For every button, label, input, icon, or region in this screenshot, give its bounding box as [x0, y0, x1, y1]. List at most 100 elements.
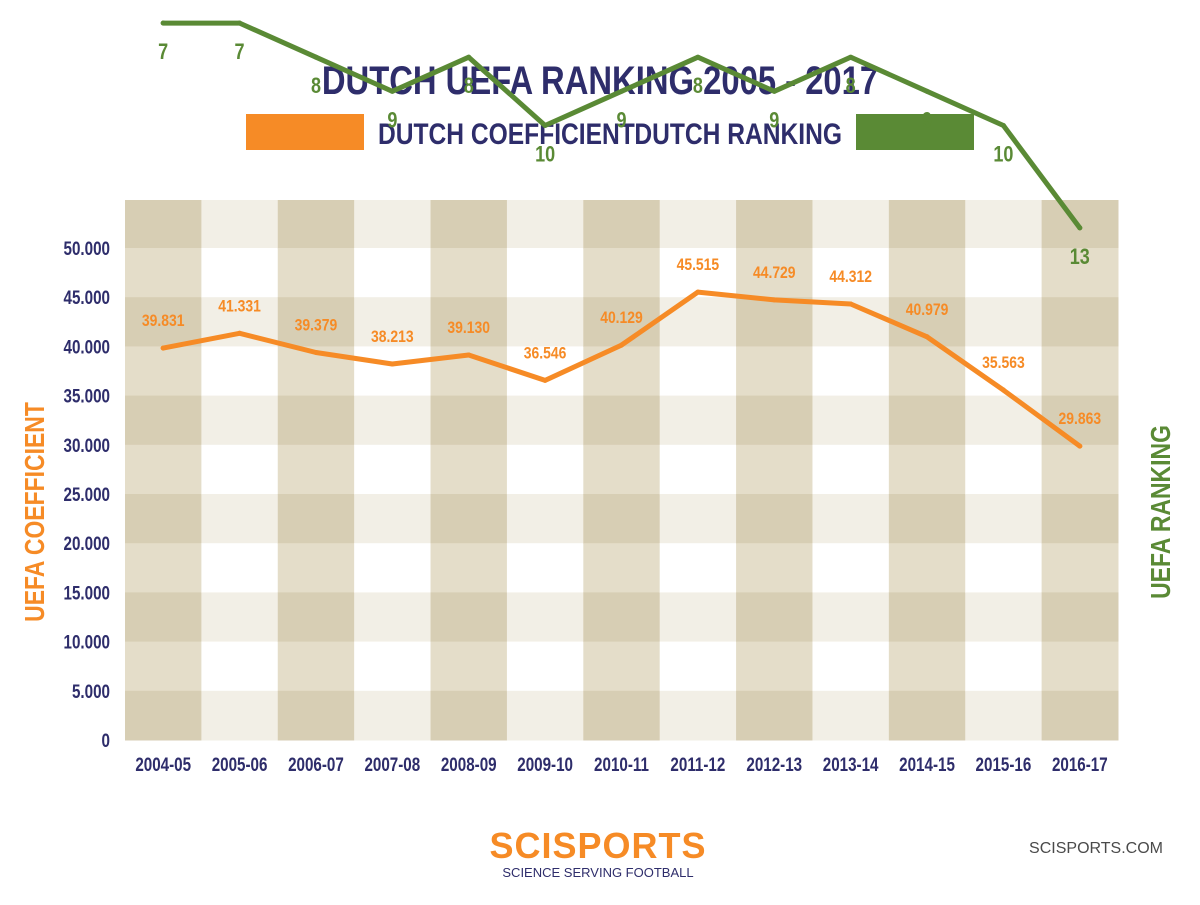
grid-cell: [965, 543, 1043, 593]
grid-cell: [1041, 494, 1119, 544]
data-point-coefficient: [771, 297, 777, 303]
grid-cell: [659, 592, 737, 643]
grid-cell: [430, 395, 508, 446]
grid-cell: [354, 592, 432, 643]
grid-cell: [888, 543, 966, 593]
grid-cell: [354, 543, 432, 593]
grid-cell: [888, 395, 966, 446]
grid-cell: [201, 690, 279, 741]
data-point-ranking: [466, 54, 472, 60]
grid-cell: [277, 297, 355, 347]
data-label-ranking: 13: [1070, 245, 1090, 269]
grid-cell: [430, 592, 508, 643]
legend-label-ranking: DUTCH RANKING: [634, 117, 842, 151]
data-point-coefficient: [313, 350, 319, 356]
grid-cell: [354, 690, 432, 741]
data-point-ranking: [313, 54, 319, 60]
data-point-ranking: [237, 20, 243, 26]
data-label-coefficient: 36.546: [524, 344, 567, 363]
data-label-ranking: 9: [769, 109, 779, 133]
grid-cell: [277, 543, 355, 593]
grid-cell: [659, 543, 737, 593]
grid-cell: [430, 690, 508, 741]
y-tick-label: 30.000: [64, 434, 110, 456]
x-tick-label: 2009-10: [517, 753, 573, 775]
data-point-ranking: [771, 88, 777, 94]
grid-cell: [201, 543, 279, 593]
grid-cell: [583, 641, 661, 692]
grid-cell: [583, 690, 661, 741]
grid-cell: [354, 297, 432, 347]
grid-cell: [965, 200, 1043, 249]
data-point-coefficient: [237, 330, 243, 336]
grid-cell: [125, 592, 202, 643]
grid-cell: [659, 444, 737, 495]
data-point-coefficient: [389, 361, 395, 367]
data-label-coefficient: 44.312: [829, 268, 872, 287]
grid-cell: [583, 592, 661, 643]
y-tick-label: 0: [102, 729, 110, 751]
grid-cell: [201, 444, 279, 495]
y-tick-label: 40.000: [64, 336, 110, 358]
grid-cell: [888, 200, 966, 249]
grid-cell: [888, 690, 966, 741]
grid-cell: [354, 346, 432, 397]
grid-cell: [736, 346, 813, 397]
grid-cell: [354, 200, 432, 249]
grid-cell: [812, 248, 890, 298]
grid-cell: [965, 248, 1043, 298]
grid-cell: [506, 248, 584, 298]
grid-cell: [736, 297, 813, 347]
y-tick-label: 45.000: [64, 287, 110, 309]
grid-cell: [354, 395, 432, 446]
data-point-ranking: [389, 88, 395, 94]
footer-website: SCISPORTS.COM: [1029, 840, 1163, 857]
data-label-ranking: 10: [993, 143, 1013, 167]
grid-cell: [125, 248, 202, 298]
grid-cell: [1041, 248, 1119, 298]
grid-cell: [277, 690, 355, 741]
grid-cell: [1041, 592, 1119, 643]
data-label-ranking: 8: [846, 75, 856, 99]
data-label-ranking: 7: [235, 40, 245, 64]
grid-cell: [125, 297, 202, 347]
data-label-ranking: 9: [616, 109, 626, 133]
x-tick-label: 2016-17: [1052, 753, 1108, 775]
grid-cell: [736, 592, 813, 643]
grid-cell: [888, 641, 966, 692]
grid-cell: [277, 248, 355, 298]
legend-swatch-coefficient: [246, 114, 364, 150]
data-label-ranking: 10: [535, 143, 555, 167]
y-tick-label: 15.000: [64, 582, 110, 604]
y-tick-label: 50.000: [64, 237, 110, 259]
x-tick-label: 2004-05: [135, 753, 191, 775]
grid-cell: [659, 494, 737, 544]
data-point-ranking: [1077, 225, 1083, 231]
grid-cell: [1041, 395, 1119, 446]
grid-cell: [430, 543, 508, 593]
data-point-ranking: [619, 88, 624, 94]
grid-cell: [430, 494, 508, 544]
grid-cell: [812, 543, 890, 593]
grid-cell: [277, 494, 355, 544]
data-point-coefficient: [466, 352, 472, 358]
data-point-ranking: [848, 54, 854, 60]
data-point-coefficient: [160, 345, 166, 351]
data-point-coefficient: [1000, 387, 1006, 393]
data-point-ranking: [924, 88, 930, 94]
grid-cell: [506, 690, 584, 741]
grid-cell: [354, 444, 432, 495]
data-point-ranking: [160, 20, 166, 26]
data-label-ranking: 9: [922, 109, 932, 133]
grid-cell: [736, 444, 813, 495]
logo-tagline: SCIENCE SERVING FOOTBALL: [502, 865, 693, 880]
x-tick-label: 2013-14: [823, 753, 879, 775]
grid-cell: [583, 494, 661, 544]
grid-cell: [965, 494, 1043, 544]
grid-cell: [125, 346, 202, 397]
y-tick-label: 5.000: [72, 680, 110, 702]
grid-cell: [201, 641, 279, 692]
grid-cell: [430, 297, 508, 347]
data-point-coefficient: [848, 301, 854, 307]
data-label-coefficient: 35.563: [982, 354, 1025, 373]
